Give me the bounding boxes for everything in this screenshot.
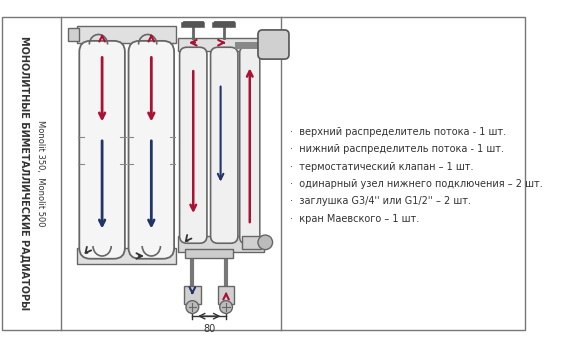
FancyBboxPatch shape: [180, 47, 207, 243]
FancyBboxPatch shape: [210, 47, 238, 243]
Circle shape: [186, 301, 199, 313]
Bar: [218, 286, 234, 304]
Text: ·  заглушка G3/4'' или G1/2'' – 2 шт.: · заглушка G3/4'' или G1/2'' – 2 шт.: [290, 196, 471, 206]
Bar: [184, 286, 201, 304]
Text: ·  верхний распределитель потока - 1 шт.: · верхний распределитель потока - 1 шт.: [290, 127, 506, 137]
Bar: [77, 26, 176, 43]
Text: ·  одинарный узел нижнего подключения – 2 шт.: · одинарный узел нижнего подключения – 2…: [290, 179, 543, 189]
Text: ·  термостатический клапан – 1 шт.: · термостатический клапан – 1 шт.: [290, 162, 473, 172]
Bar: [68, 28, 79, 41]
Text: Monolit 350,  Monolit 500: Monolit 350, Monolit 500: [36, 120, 45, 226]
Circle shape: [220, 301, 232, 313]
Bar: [178, 38, 264, 51]
FancyBboxPatch shape: [79, 41, 125, 259]
Bar: [243, 236, 261, 249]
FancyBboxPatch shape: [258, 30, 289, 59]
FancyBboxPatch shape: [128, 41, 174, 259]
FancyBboxPatch shape: [240, 47, 260, 243]
Bar: [77, 248, 176, 264]
Bar: [185, 249, 234, 258]
Text: 80: 80: [203, 324, 216, 335]
Text: МОНОЛИТНЫЕ БИМЕТАЛЛИЧЕСКИЕ РАДИАТОРЫ: МОНОЛИТНЫЕ БИМЕТАЛЛИЧЕСКИЕ РАДИАТОРЫ: [19, 36, 29, 310]
Text: ·  нижний распределитель потока - 1 шт.: · нижний распределитель потока - 1 шт.: [290, 144, 504, 154]
Text: ·  кран Маевского – 1 шт.: · кран Маевского – 1 шт.: [290, 214, 419, 223]
Bar: [178, 236, 264, 252]
Circle shape: [258, 235, 273, 249]
